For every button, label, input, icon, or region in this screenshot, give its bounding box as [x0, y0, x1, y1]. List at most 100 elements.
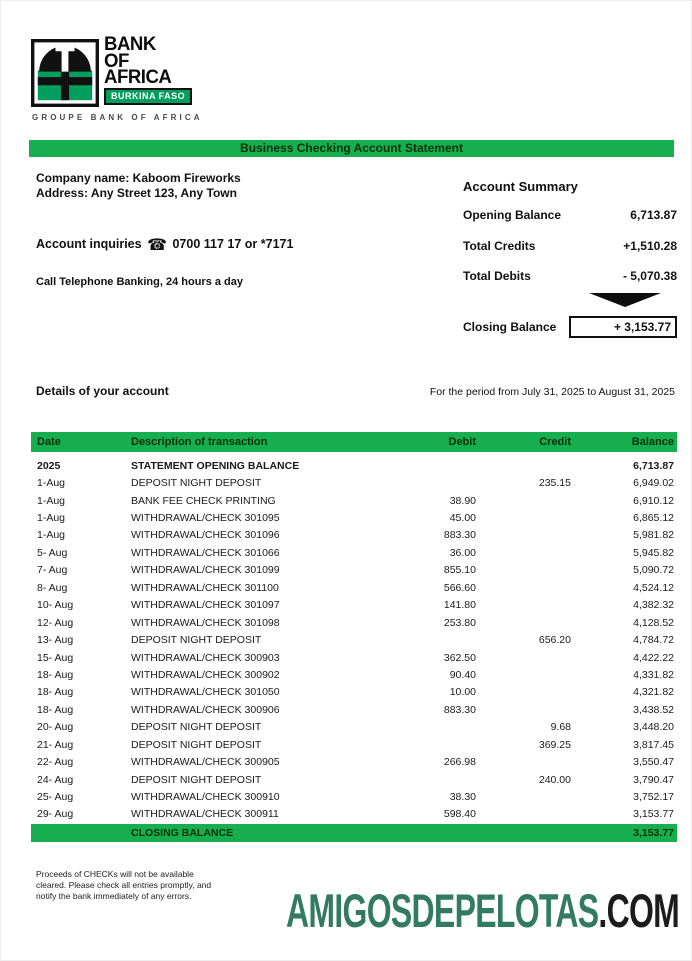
- cell-credit: 235.15: [538, 477, 571, 490]
- cell-desc: BANK FEE CHECK PRINTING: [131, 494, 276, 507]
- table-row: 10- Aug WITHDRAWAL/CHECK 301097 141.80 4,38…: [31, 597, 677, 614]
- cell-debit: 90.40: [449, 668, 476, 681]
- closing-balance-row: CLOSING BALANCE 3,153.77: [31, 824, 677, 843]
- cell-debit: 253.80: [443, 616, 476, 629]
- cell-desc: WITHDRAWAL/CHECK 301097: [131, 599, 280, 612]
- table-row: 25- Aug WITHDRAWAL/CHECK 300910 38.30 3,752…: [31, 788, 677, 805]
- table-row: 20- Aug DEPOSIT NIGHT DEPOSIT 9.68 3,448.20: [31, 719, 677, 736]
- table-row: 2025 STATEMENT OPENING BALANCE 6,713.87: [31, 457, 677, 474]
- details-heading: Details of your account: [36, 384, 169, 398]
- table-row: 21- Aug DEPOSIT NIGHT DEPOSIT 369.25 3,817.…: [31, 736, 677, 753]
- closing-row-label: CLOSING BALANCE: [131, 827, 234, 840]
- header-balance: Balance: [631, 436, 674, 448]
- cell-date: 1-Aug: [37, 529, 66, 542]
- down-arrow-icon: [589, 293, 661, 307]
- cell-balance: 3,550.47: [633, 756, 674, 769]
- cell-desc: WITHDRAWAL/CHECK 301095: [131, 512, 280, 525]
- table-row: 18- Aug WITHDRAWAL/CHECK 300906 883.30 3,43…: [31, 701, 677, 718]
- table-row: 29- Aug WITHDRAWAL/CHECK 300911 598.40 3,15…: [31, 806, 677, 823]
- cell-desc: DEPOSIT NIGHT DEPOSIT: [131, 634, 262, 647]
- cell-desc: WITHDRAWAL/CHECK 301096: [131, 529, 280, 542]
- cell-date: 29- Aug: [37, 808, 74, 821]
- cell-balance: 4,524.12: [633, 581, 674, 594]
- cell-balance: 3,438.52: [633, 703, 674, 716]
- summary-row-closing: Closing Balance + 3,153.77: [463, 316, 678, 338]
- cell-date: 5- Aug: [37, 546, 68, 559]
- table-header-row: Date Description of transaction Debit Cr…: [31, 432, 677, 452]
- cell-desc: STATEMENT OPENING BALANCE: [131, 459, 300, 472]
- transactions-table: Date Description of transaction Debit Cr…: [31, 432, 677, 843]
- cell-balance: 6,949.02: [633, 477, 674, 490]
- cell-balance: 4,331.82: [633, 668, 674, 681]
- disclaimer-line3: notify the bank immediately of any error…: [36, 891, 192, 901]
- summary-row-opening: Opening Balance 6,713.87: [463, 208, 677, 222]
- total-credits-value: +1,510.28: [623, 239, 677, 253]
- cell-balance: 6,713.87: [633, 459, 674, 472]
- cell-debit: 883.30: [443, 703, 476, 716]
- cell-desc: DEPOSIT NIGHT DEPOSIT: [131, 477, 262, 490]
- opening-balance-value: 6,713.87: [630, 208, 677, 222]
- table-row: 18- Aug WITHDRAWAL/CHECK 300902 90.40 4,331…: [31, 666, 677, 683]
- cell-debit: 10.00: [449, 686, 476, 699]
- cell-date: 21- Aug: [37, 738, 74, 751]
- table-row: 8- Aug WITHDRAWAL/CHECK 301100 566.60 4,524…: [31, 579, 677, 596]
- closing-balance-value: + 3,153.77: [569, 316, 677, 338]
- cell-balance: 3,752.17: [633, 791, 674, 804]
- cell-balance: 4,382.32: [633, 599, 674, 612]
- table-row: 12- Aug WITHDRAWAL/CHECK 301098 253.80 4,12…: [31, 614, 677, 631]
- inquiries-number: 0700 117 17 or *7171: [172, 237, 294, 251]
- watermark-brand: AMIGOSDEPELOTAS.COM: [286, 883, 680, 938]
- bank-name-line1: BANK: [104, 34, 156, 55]
- header-description: Description of transaction: [131, 436, 268, 448]
- account-inquiries-line: Account inquiries ☎ 0700 117 17 or *7171: [36, 235, 293, 255]
- header-debit: Debit: [448, 436, 477, 448]
- disclaimer-line1: Proceeds of CHECKs will not be available: [36, 869, 194, 879]
- cell-debit: 38.90: [449, 494, 476, 507]
- cell-date: 22- Aug: [37, 756, 74, 769]
- inquiries-label: Account inquiries: [36, 237, 142, 251]
- cell-date: 1-Aug: [37, 494, 66, 507]
- cell-date: 8- Aug: [37, 581, 68, 594]
- cell-desc: WITHDRAWAL/CHECK 301050: [131, 686, 280, 699]
- cell-balance: 4,784.72: [633, 634, 674, 647]
- cell-credit: 656.20: [538, 634, 571, 647]
- table-row: 1-Aug WITHDRAWAL/CHECK 301096 883.30 5,981.…: [31, 527, 677, 544]
- bank-logo: BANK OF AFRICA BURKINA FASO GROUPE BANK …: [31, 34, 291, 129]
- statement-title-bar: Business Checking Account Statement: [29, 140, 674, 157]
- table-row: 5- Aug WITHDRAWAL/CHECK 301066 36.00 5,945.…: [31, 544, 677, 561]
- account-summary-title: Account Summary: [463, 179, 578, 194]
- cell-balance: 3,790.47: [633, 773, 674, 786]
- cell-balance: 6,910.12: [633, 494, 674, 507]
- company-name-line: Company name: Kaboom Fireworks: [36, 171, 241, 185]
- cell-desc: DEPOSIT NIGHT DEPOSIT: [131, 721, 262, 734]
- cell-balance: 6,865.12: [633, 512, 674, 525]
- table-row: 18- Aug WITHDRAWAL/CHECK 301050 10.00 4,321…: [31, 684, 677, 701]
- phone-icon: ☎: [147, 237, 167, 254]
- cell-date: 13- Aug: [37, 634, 74, 647]
- cell-desc: WITHDRAWAL/CHECK 301066: [131, 546, 280, 559]
- bank-name: BANK OF AFRICA: [104, 34, 172, 86]
- disclaimer-line2: cleared. Please check all entries prompt…: [36, 880, 212, 890]
- transactions-body: 2025 STATEMENT OPENING BALANCE 6,713.87 1-A…: [31, 452, 677, 823]
- closing-row-balance: 3,153.77: [633, 827, 674, 840]
- cell-desc: WITHDRAWAL/CHECK 300903: [131, 651, 280, 664]
- cell-date: 18- Aug: [37, 668, 74, 681]
- company-address-line: Address: Any Street 123, Any Town: [36, 186, 237, 200]
- country-badge: BURKINA FASO: [104, 88, 193, 105]
- table-row: 13- Aug DEPOSIT NIGHT DEPOSIT 656.20 4,784.…: [31, 631, 677, 648]
- summary-row-debits: Total Debits - 5,070.38: [463, 269, 677, 283]
- cell-desc: WITHDRAWAL/CHECK 300902: [131, 668, 280, 681]
- header-date: Date: [37, 436, 61, 448]
- header-credit: Credit: [539, 436, 571, 448]
- cell-desc: WITHDRAWAL/CHECK 301099: [131, 564, 280, 577]
- cell-date: 20- Aug: [37, 721, 74, 734]
- cell-date: 1-Aug: [37, 512, 66, 525]
- total-debits-label: Total Debits: [463, 269, 531, 283]
- cell-credit: 369.25: [538, 738, 571, 751]
- cell-desc: WITHDRAWAL/CHECK 300911: [131, 808, 279, 821]
- table-row: 7- Aug WITHDRAWAL/CHECK 301099 855.10 5,090…: [31, 562, 677, 579]
- footer-disclaimer: Proceeds of CHECKs will not be available…: [36, 869, 211, 902]
- bank-of-africa-logo-icon: [31, 39, 99, 107]
- total-credits-label: Total Credits: [463, 239, 536, 253]
